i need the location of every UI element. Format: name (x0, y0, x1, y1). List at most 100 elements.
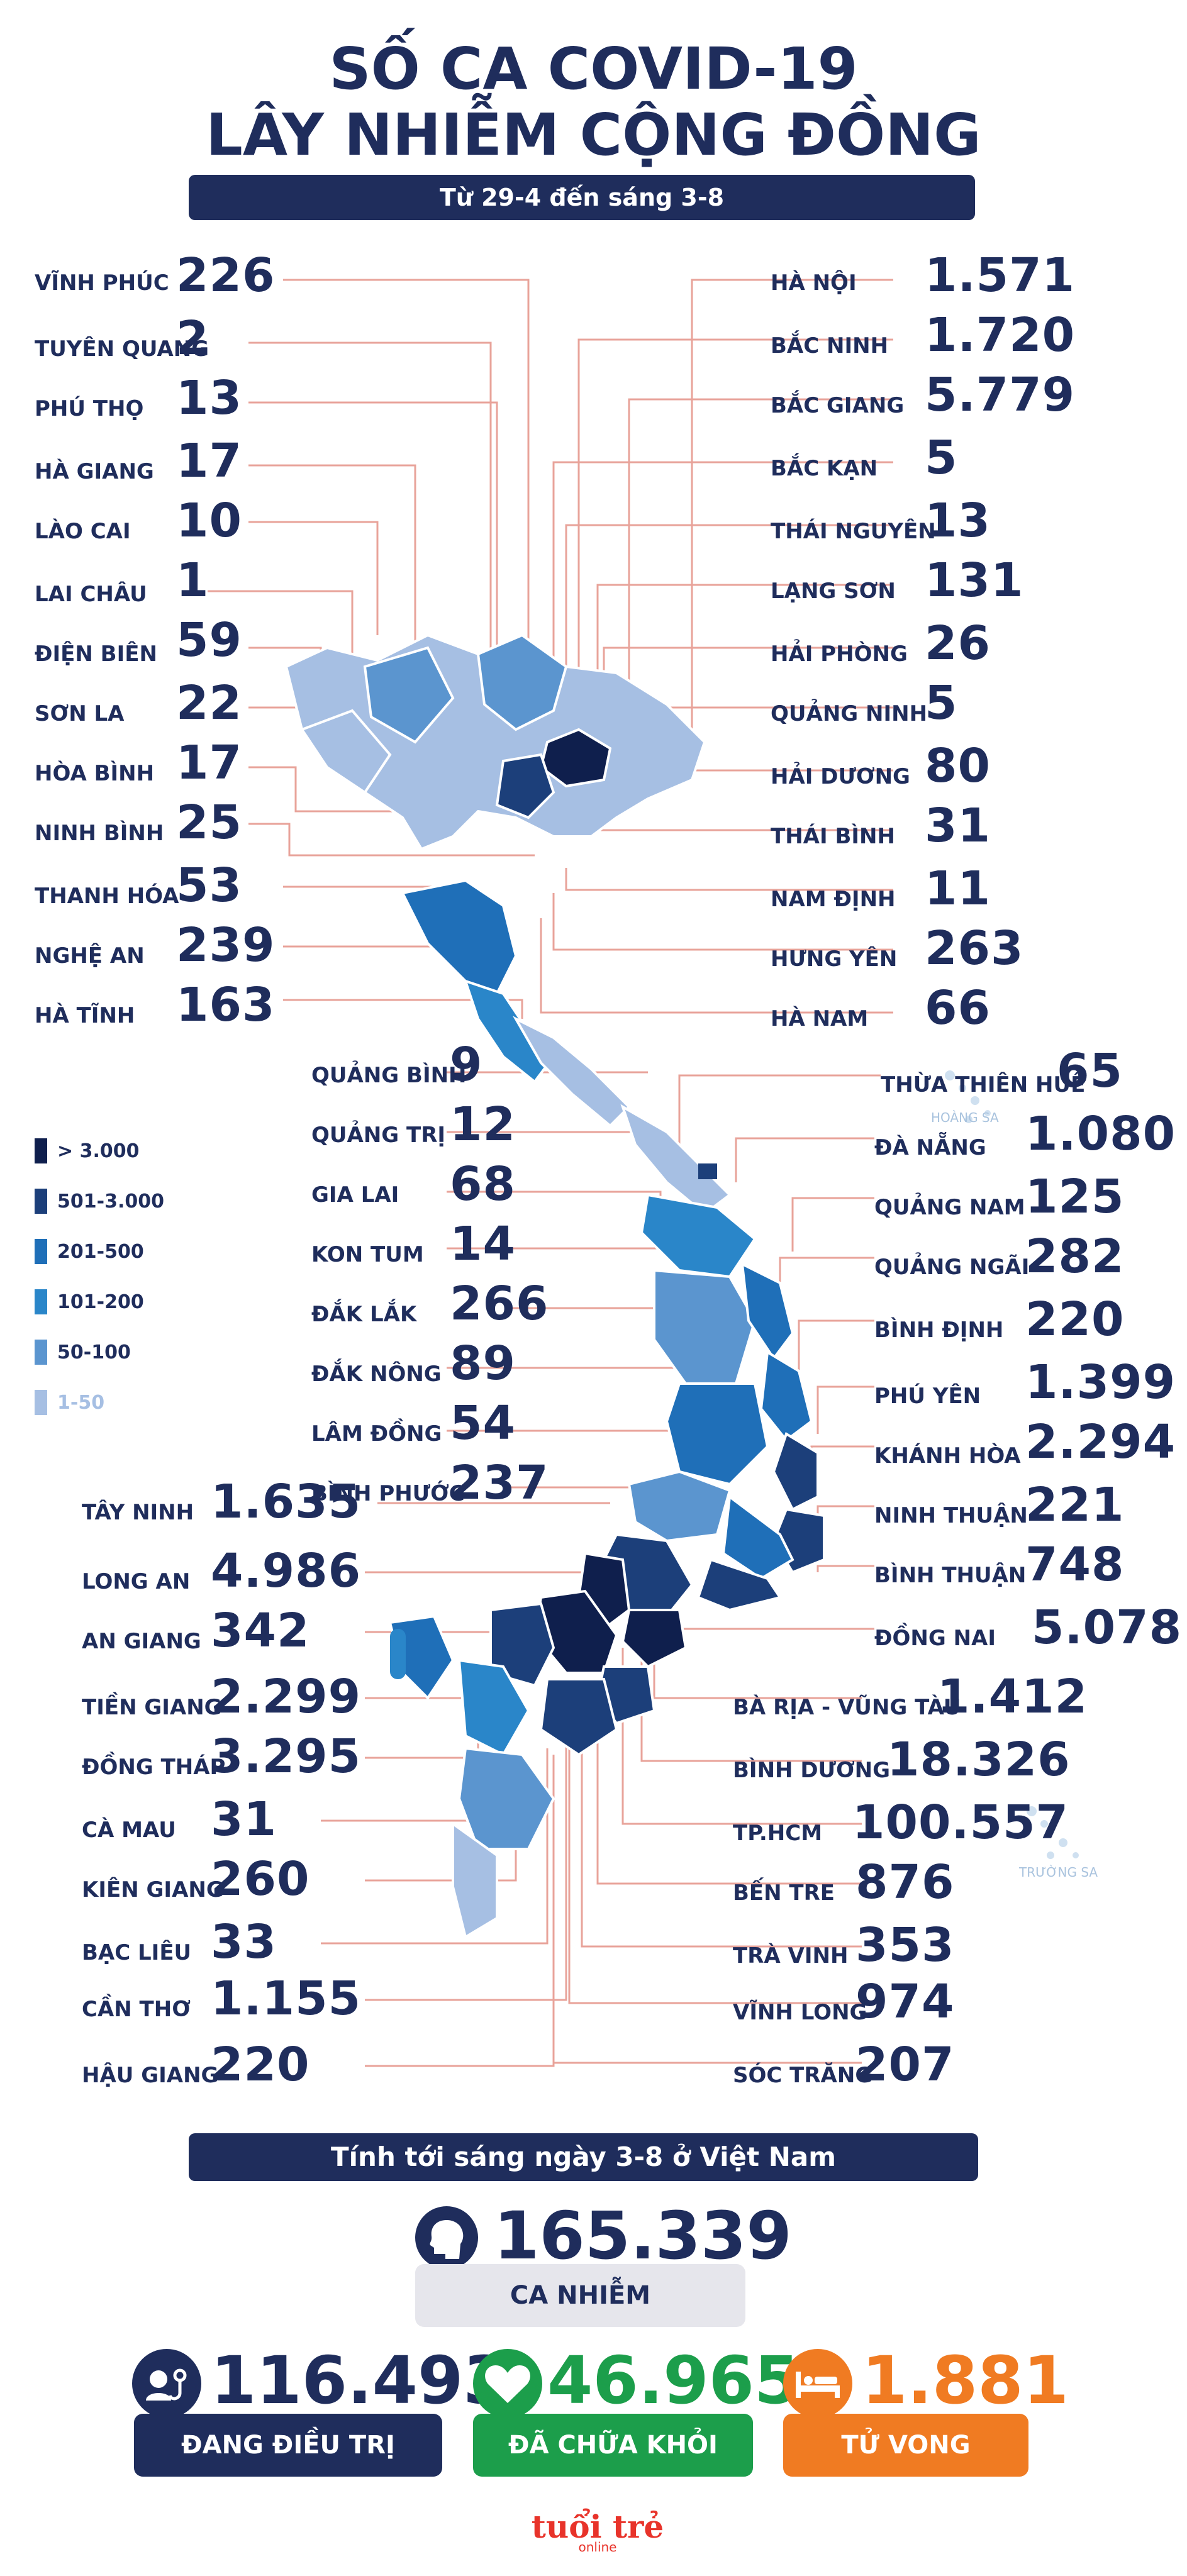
province-name: LẠNG SƠN (771, 579, 896, 604)
province-value: 65 (1057, 1044, 1123, 1098)
legend-swatch (35, 1340, 47, 1365)
province-value: 17 (176, 736, 242, 790)
recovered-value: 46.965 (547, 2342, 800, 2419)
province-value: 2.294 (1025, 1415, 1176, 1469)
province-value: 2 (176, 311, 209, 365)
province-name: CẦN THƠ (82, 1997, 191, 2022)
recovered-label: ĐÃ CHỮA KHỎI (473, 2414, 753, 2477)
province-name: ĐỒNG THÁP (82, 1755, 226, 1780)
province-name: BÌNH ĐỊNH (874, 1318, 1004, 1343)
province-name: SƠN LA (35, 701, 125, 726)
province-name: BẮC GIANG (771, 393, 905, 418)
legend-swatch (35, 1390, 47, 1415)
province-name: ĐẮK LẮK (311, 1302, 417, 1327)
province-name: HẢI DƯƠNG (771, 764, 910, 789)
province-name: NINH THUẬN (874, 1503, 1028, 1528)
truong-sa-label: TRƯỜNG SA (1019, 1865, 1098, 1880)
legend-label: 501-3.000 (57, 1190, 164, 1213)
province-name: THỪA THIÊN HUẾ (881, 1072, 1086, 1097)
province-value: 9 (450, 1038, 483, 1092)
province-name: HÀ NAM (771, 1006, 869, 1031)
province-value: 266 (450, 1277, 549, 1331)
province-name: BÌNH THUẬN (874, 1563, 1027, 1588)
total-cases-value: 165.339 (494, 2197, 792, 2274)
province-value: 207 (855, 2038, 955, 2092)
province-value: 14 (450, 1217, 516, 1271)
province-value: 13 (925, 494, 991, 548)
patient-care-icon (132, 2349, 201, 2418)
province-name: HÀ TĨNH (35, 1003, 135, 1028)
province-name: GIA LAI (311, 1182, 399, 1208)
province-value: 12 (450, 1097, 516, 1152)
province-name: HƯNG YÊN (771, 947, 898, 972)
province-name: HÀ NỘI (771, 270, 857, 296)
province-value: 89 (450, 1336, 516, 1391)
legend-label: 101-200 (57, 1291, 144, 1313)
province-value: 31 (925, 799, 991, 853)
province-value: 1.080 (1025, 1107, 1176, 1161)
province-name: QUẢNG TRỊ (311, 1123, 446, 1148)
province-name: NAM ĐỊNH (771, 887, 896, 912)
legend-swatch (35, 1189, 47, 1214)
province-name: THÁI BÌNH (771, 824, 895, 849)
province-value: 11 (925, 862, 991, 916)
province-value: 1.571 (925, 248, 1076, 303)
province-value: 17 (176, 434, 242, 488)
province-value: 282 (1025, 1230, 1125, 1284)
province-name: ĐẮK NÔNG (311, 1362, 442, 1387)
province-name: BÀ RỊA - VŨNG TÀU (733, 1695, 961, 1720)
province-value: 1.720 (925, 308, 1076, 362)
legend-item: 201-500 (35, 1239, 144, 1264)
province-value: 1.635 (211, 1475, 362, 1529)
legend-swatch (35, 1289, 47, 1314)
summary-band: Tính tới sáng ngày 3-8 ở Việt Nam (189, 2133, 978, 2181)
province-value: 3.295 (211, 1729, 362, 1784)
province-name: TÂY NINH (82, 1500, 194, 1525)
province-name: LONG AN (82, 1569, 191, 1594)
province-value: 748 (1025, 1538, 1125, 1592)
province-name: LÀO CAI (35, 519, 131, 544)
province-value: 221 (1025, 1478, 1125, 1532)
bed-icon (783, 2349, 852, 2418)
province-name: HÒA BÌNH (35, 761, 155, 786)
province-value: 1.412 (937, 1670, 1088, 1724)
province-name: TIỀN GIANG (82, 1695, 222, 1720)
province-name: QUẢNG BÌNH (311, 1063, 467, 1088)
province-name: AN GIANG (82, 1629, 201, 1654)
province-name: TUYÊN QUANG (35, 336, 209, 362)
province-value: 13 (176, 371, 242, 425)
legend-item: 50-100 (35, 1340, 131, 1365)
province-value: 26 (925, 616, 991, 670)
province-value: 5.779 (925, 368, 1076, 422)
title-line-2: LÂY NHIỄM CỘNG ĐỒNG (206, 101, 981, 169)
province-name: KON TUM (311, 1242, 424, 1267)
province-name: LAI CHÂU (35, 582, 147, 607)
heart-icon (473, 2349, 542, 2418)
treating-label: ĐANG ĐIỀU TRỊ (134, 2414, 442, 2477)
subtitle-band: Từ 29-4 đến sáng 3-8 (189, 175, 975, 220)
province-value: 5 (925, 676, 958, 730)
province-name: BÌNH DƯƠNG (733, 1758, 891, 1783)
province-value: 68 (450, 1157, 516, 1211)
province-name: SÓC TRĂNG (733, 2063, 873, 2088)
province-name: QUẢNG NGÃI (874, 1255, 1030, 1280)
province-value: 59 (176, 613, 242, 667)
province-value: 260 (211, 1852, 310, 1906)
province-name: NGHỆ AN (35, 943, 145, 969)
province-value: 131 (925, 553, 1024, 608)
treating-value: 116.493 (211, 2342, 509, 2419)
deaths-label: TỬ VONG (783, 2414, 1028, 2477)
province-name: ĐỒNG NAI (874, 1626, 996, 1651)
province-value: 53 (176, 858, 242, 913)
legend-swatch (35, 1239, 47, 1264)
title-line-1: SỐ CA COVID-19 (329, 35, 858, 103)
province-value: 237 (450, 1456, 549, 1510)
province-value: 1.399 (1025, 1355, 1176, 1409)
province-name: HẬU GIANG (82, 2063, 219, 2088)
truong-sa-islands (1027, 1806, 1079, 1859)
province-value: 4.986 (211, 1544, 362, 1598)
deaths-value: 1.881 (862, 2342, 1069, 2419)
province-value: 33 (211, 1915, 277, 1969)
province-name: VĨNH PHÚC (35, 270, 169, 296)
person-head-icon (415, 2206, 478, 2269)
